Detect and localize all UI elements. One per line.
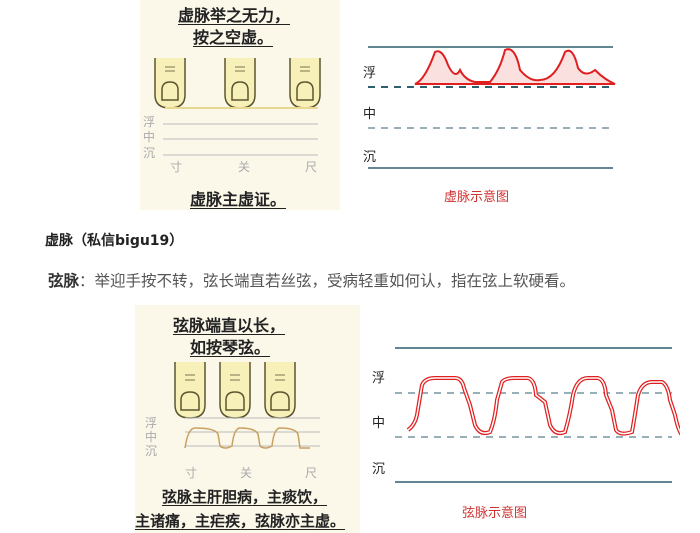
figure1-pos-guan: 关 (238, 160, 251, 174)
figure1-level-zhong: 中 (143, 130, 156, 144)
figure1-title-line2: 按之空虚。 (193, 28, 274, 47)
figure2-level-chen: 沉 (145, 444, 158, 458)
figure2-axis-chen: 沉 (372, 462, 386, 477)
figure1-footer: 虚脉主虚证。 (190, 190, 287, 209)
figure2-title-line2: 如按琴弦。 (190, 338, 271, 357)
figure1-pos-cun: 寸 (170, 160, 183, 174)
figure2-pos-chi: 尺 (305, 466, 318, 480)
figure2-axis-zhong: 中 (372, 416, 386, 431)
figure2-finger-diagram (174, 362, 320, 449)
string-pulse-wave (184, 427, 310, 449)
figure1-level-chen: 沉 (143, 146, 156, 160)
figure1-axis-fu: 浮 (363, 66, 377, 81)
figure2-pulse-diagram (395, 347, 680, 483)
figure2-footer-line1: 弦脉主肝胆病，主痰饮， (162, 488, 328, 506)
figure2-pos-cun: 寸 (185, 466, 198, 480)
weak-pulse-wave (414, 48, 616, 85)
figure2-level-fu: 浮 (145, 416, 158, 430)
figure2-panel (135, 305, 360, 533)
figure1-caption: 虚脉示意图 (444, 190, 510, 205)
figure2-axis-fu: 浮 (372, 371, 386, 386)
paragraph-term: 弦脉 (48, 272, 80, 290)
figure2-title-line1: 弦脉端直以长， (173, 316, 286, 335)
description-paragraph: 弦脉：举迎手按不转，弦长端直若丝弦，受病轻重如何认，指在弦上软硬看。 (48, 269, 575, 291)
section-heading: 虚脉（私信bigu19） (45, 233, 184, 249)
figure2-caption: 弦脉示意图 (462, 506, 528, 521)
figure1-axis-zhong: 中 (363, 107, 377, 122)
figure1-pos-chi: 尺 (305, 160, 318, 174)
finger-icon (154, 58, 321, 109)
figure1-axis-chen: 沉 (363, 150, 377, 165)
figure2-footer-line2: 主诸痛，主疟疾，弦脉亦主虚。 (135, 512, 346, 530)
figure2-level-zhong: 中 (145, 430, 158, 444)
figure1-level-fu: 浮 (143, 115, 156, 129)
figure1-finger-diagram (154, 58, 321, 156)
figure2-pos-guan: 关 (240, 466, 253, 480)
paragraph-text: ：举迎手按不转，弦长端直若丝弦，受病轻重如何认，指在弦上软硬看。 (79, 272, 576, 290)
figure1-pulse-diagram (368, 46, 616, 169)
figure1-title-line1: 虚脉举之无力， (178, 6, 291, 25)
string-pulse-diagram-wave (406, 376, 680, 436)
